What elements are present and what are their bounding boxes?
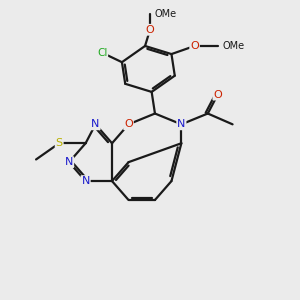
Text: O: O xyxy=(190,41,199,51)
Text: O: O xyxy=(213,90,222,100)
Text: Cl: Cl xyxy=(97,48,107,58)
Text: N: N xyxy=(65,157,73,167)
Text: N: N xyxy=(81,176,90,186)
Text: OMe: OMe xyxy=(223,41,245,51)
Text: OMe: OMe xyxy=(155,8,177,19)
Text: N: N xyxy=(177,119,186,129)
Text: O: O xyxy=(146,25,154,35)
Text: O: O xyxy=(124,119,133,129)
Text: S: S xyxy=(56,138,63,148)
Text: N: N xyxy=(91,119,100,129)
